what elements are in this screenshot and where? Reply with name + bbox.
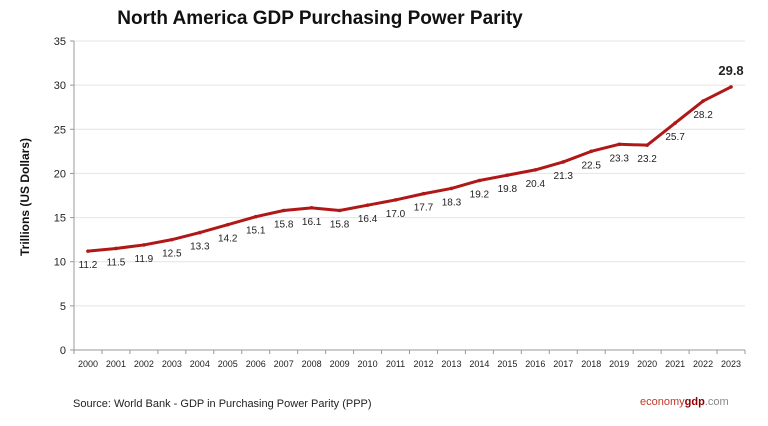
data-point xyxy=(170,237,174,242)
data-point xyxy=(701,99,705,103)
x-tick-label: 2001 xyxy=(106,359,126,369)
data-label: 14.2 xyxy=(218,234,238,245)
y-tick-label: 30 xyxy=(54,80,66,92)
data-label: 16.4 xyxy=(358,214,378,225)
x-tick-label: 2009 xyxy=(330,359,350,369)
data-label: 12.5 xyxy=(162,249,182,260)
x-tick-label: 2023 xyxy=(721,359,741,369)
data-label: 17.0 xyxy=(386,209,406,220)
data-label: 11.9 xyxy=(135,254,154,265)
data-point xyxy=(86,249,90,253)
data-label: 16.1 xyxy=(302,217,322,228)
x-tick-label: 2006 xyxy=(246,359,266,369)
x-tick-label: 2017 xyxy=(553,359,573,369)
data-point xyxy=(533,168,538,172)
data-label: 23.3 xyxy=(609,153,629,164)
data-label: 25.7 xyxy=(665,132,685,143)
data-point xyxy=(225,222,230,227)
data-point xyxy=(589,149,594,154)
y-tick-label: 15 xyxy=(54,213,66,225)
data-label: 13.3 xyxy=(190,242,210,253)
data-label: 28.2 xyxy=(693,110,713,121)
x-tick-label: 2013 xyxy=(441,359,461,369)
source-note: Source: World Bank - GDP in Purchasing P… xyxy=(73,398,372,410)
x-tick-label: 2007 xyxy=(274,359,294,369)
data-point xyxy=(281,208,286,213)
x-tick-label: 2015 xyxy=(497,359,517,369)
x-tick-label: 2020 xyxy=(637,359,657,369)
x-tick-label: 2016 xyxy=(525,359,545,369)
data-label: 18.3 xyxy=(442,197,462,208)
x-tick-label: 2004 xyxy=(190,359,210,369)
chart-title: North America GDP Purchasing Power Parit… xyxy=(117,8,523,29)
y-tick-label: 5 xyxy=(60,301,66,313)
data-point xyxy=(421,191,426,196)
data-label: 20.4 xyxy=(526,179,546,190)
series-line xyxy=(87,85,732,253)
x-tick-label: 2002 xyxy=(134,359,154,369)
data-point xyxy=(337,208,342,213)
x-tick-label: 2014 xyxy=(469,359,489,369)
data-label: 11.5 xyxy=(107,257,126,268)
data-label: 23.2 xyxy=(637,154,657,165)
y-tick-label: 10 xyxy=(54,257,66,269)
data-point xyxy=(142,243,146,247)
data-point xyxy=(114,246,118,251)
data-point xyxy=(309,206,314,210)
y-tick-label: 20 xyxy=(54,168,66,180)
data-point xyxy=(449,186,454,191)
data-point xyxy=(477,178,482,183)
logo-part: .com xyxy=(704,396,729,408)
data-label: 29.8 xyxy=(718,63,743,78)
x-tick-label: 2012 xyxy=(413,359,433,369)
data-point xyxy=(505,173,510,177)
data-point xyxy=(198,230,202,235)
x-tick-label: 2005 xyxy=(218,359,238,369)
data-point xyxy=(253,214,258,219)
x-tick-label: 2010 xyxy=(358,359,378,369)
data-point xyxy=(729,85,733,89)
data-point xyxy=(673,121,677,125)
data-label: 15.8 xyxy=(330,220,350,231)
y-tick-label: 25 xyxy=(54,124,66,136)
data-point xyxy=(393,198,398,202)
logo-part: economy xyxy=(640,396,685,408)
data-point xyxy=(645,143,649,147)
logo: economygdp.com xyxy=(640,396,729,408)
x-tick-label: 2021 xyxy=(665,359,685,369)
data-label: 17.7 xyxy=(414,203,434,214)
data-point xyxy=(365,203,370,208)
x-tick-label: 2011 xyxy=(386,359,405,369)
data-label: 15.1 xyxy=(246,226,266,237)
x-tick-label: 2000 xyxy=(78,359,98,369)
y-tick-label: 0 xyxy=(60,345,66,357)
data-label: 15.8 xyxy=(274,220,294,231)
data-label: 19.2 xyxy=(470,189,490,200)
data-label: 22.5 xyxy=(581,160,601,171)
x-tick-label: 2019 xyxy=(609,359,629,369)
x-tick-label: 2003 xyxy=(162,359,182,369)
y-tick-label: 35 xyxy=(54,36,66,48)
data-point xyxy=(617,142,621,147)
data-label: 11.2 xyxy=(79,260,98,271)
x-tick-label: 2022 xyxy=(693,359,713,369)
logo-part: gdp xyxy=(684,396,705,408)
x-tick-label: 2008 xyxy=(302,359,322,369)
data-label: 19.8 xyxy=(498,184,518,195)
x-tick-label: 2018 xyxy=(581,359,601,369)
data-label: 21.3 xyxy=(554,171,574,182)
data-point xyxy=(561,160,566,164)
